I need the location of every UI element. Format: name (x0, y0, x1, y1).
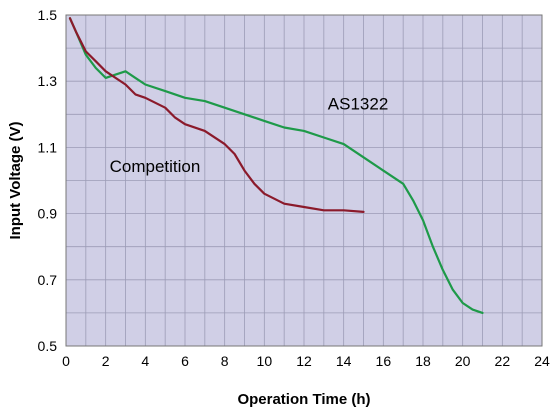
series-annotation: Competition (110, 157, 201, 176)
x-tick-label: 24 (534, 353, 550, 369)
y-tick-label: 1.5 (38, 7, 58, 23)
series-line-competition (68, 17, 365, 213)
x-tick-label: 14 (336, 353, 352, 369)
x-tick-label: 8 (221, 353, 229, 369)
x-tick-label: 0 (62, 353, 70, 369)
y-tick-label: 0.5 (38, 338, 58, 354)
x-tick-label: 18 (415, 353, 431, 369)
x-tick-label: 20 (455, 353, 471, 369)
series-layer (68, 17, 484, 314)
x-tick-label: 4 (141, 353, 149, 369)
x-tick-label: 22 (495, 353, 511, 369)
x-tick-label: 6 (181, 353, 189, 369)
y-tick-label: 1.3 (38, 73, 58, 89)
series-line-as1322 (68, 17, 484, 314)
x-tick-label: 16 (376, 353, 392, 369)
y-tick-label: 0.7 (38, 272, 58, 288)
x-tick-label: 12 (296, 353, 312, 369)
tick-labels: 0 2 4 6 8 10 12 14 16 18 20 22 240.50.70.91.11.31.5 (38, 7, 550, 369)
y-tick-label: 0.9 (38, 206, 58, 222)
x-tick-label: 2 (102, 353, 110, 369)
x-axis-label: Operation Time (h) (237, 391, 370, 408)
y-axis-label: Input Voltage (V) (7, 121, 24, 239)
annotations: AS1322 Competition (110, 94, 389, 176)
x-tick-label: 10 (257, 353, 273, 369)
plot-border (65, 14, 543, 347)
series-annotation: AS1322 (328, 94, 389, 113)
y-tick-label: 1.1 (38, 139, 58, 155)
